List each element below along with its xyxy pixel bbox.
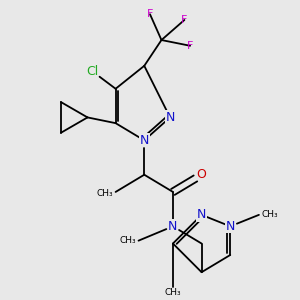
Text: F: F <box>187 41 193 51</box>
Text: N: N <box>197 208 206 221</box>
Text: CH₃: CH₃ <box>119 236 136 245</box>
Text: F: F <box>147 9 153 19</box>
Text: O: O <box>197 168 206 181</box>
Text: N: N <box>140 134 149 147</box>
Text: F: F <box>181 15 188 25</box>
Text: N: N <box>165 111 175 124</box>
Text: CH₃: CH₃ <box>262 210 278 219</box>
Text: N: N <box>168 220 178 233</box>
Text: Cl: Cl <box>87 65 99 78</box>
Text: N: N <box>226 220 235 233</box>
Text: CH₃: CH₃ <box>96 189 113 198</box>
Text: CH₃: CH₃ <box>165 288 181 297</box>
